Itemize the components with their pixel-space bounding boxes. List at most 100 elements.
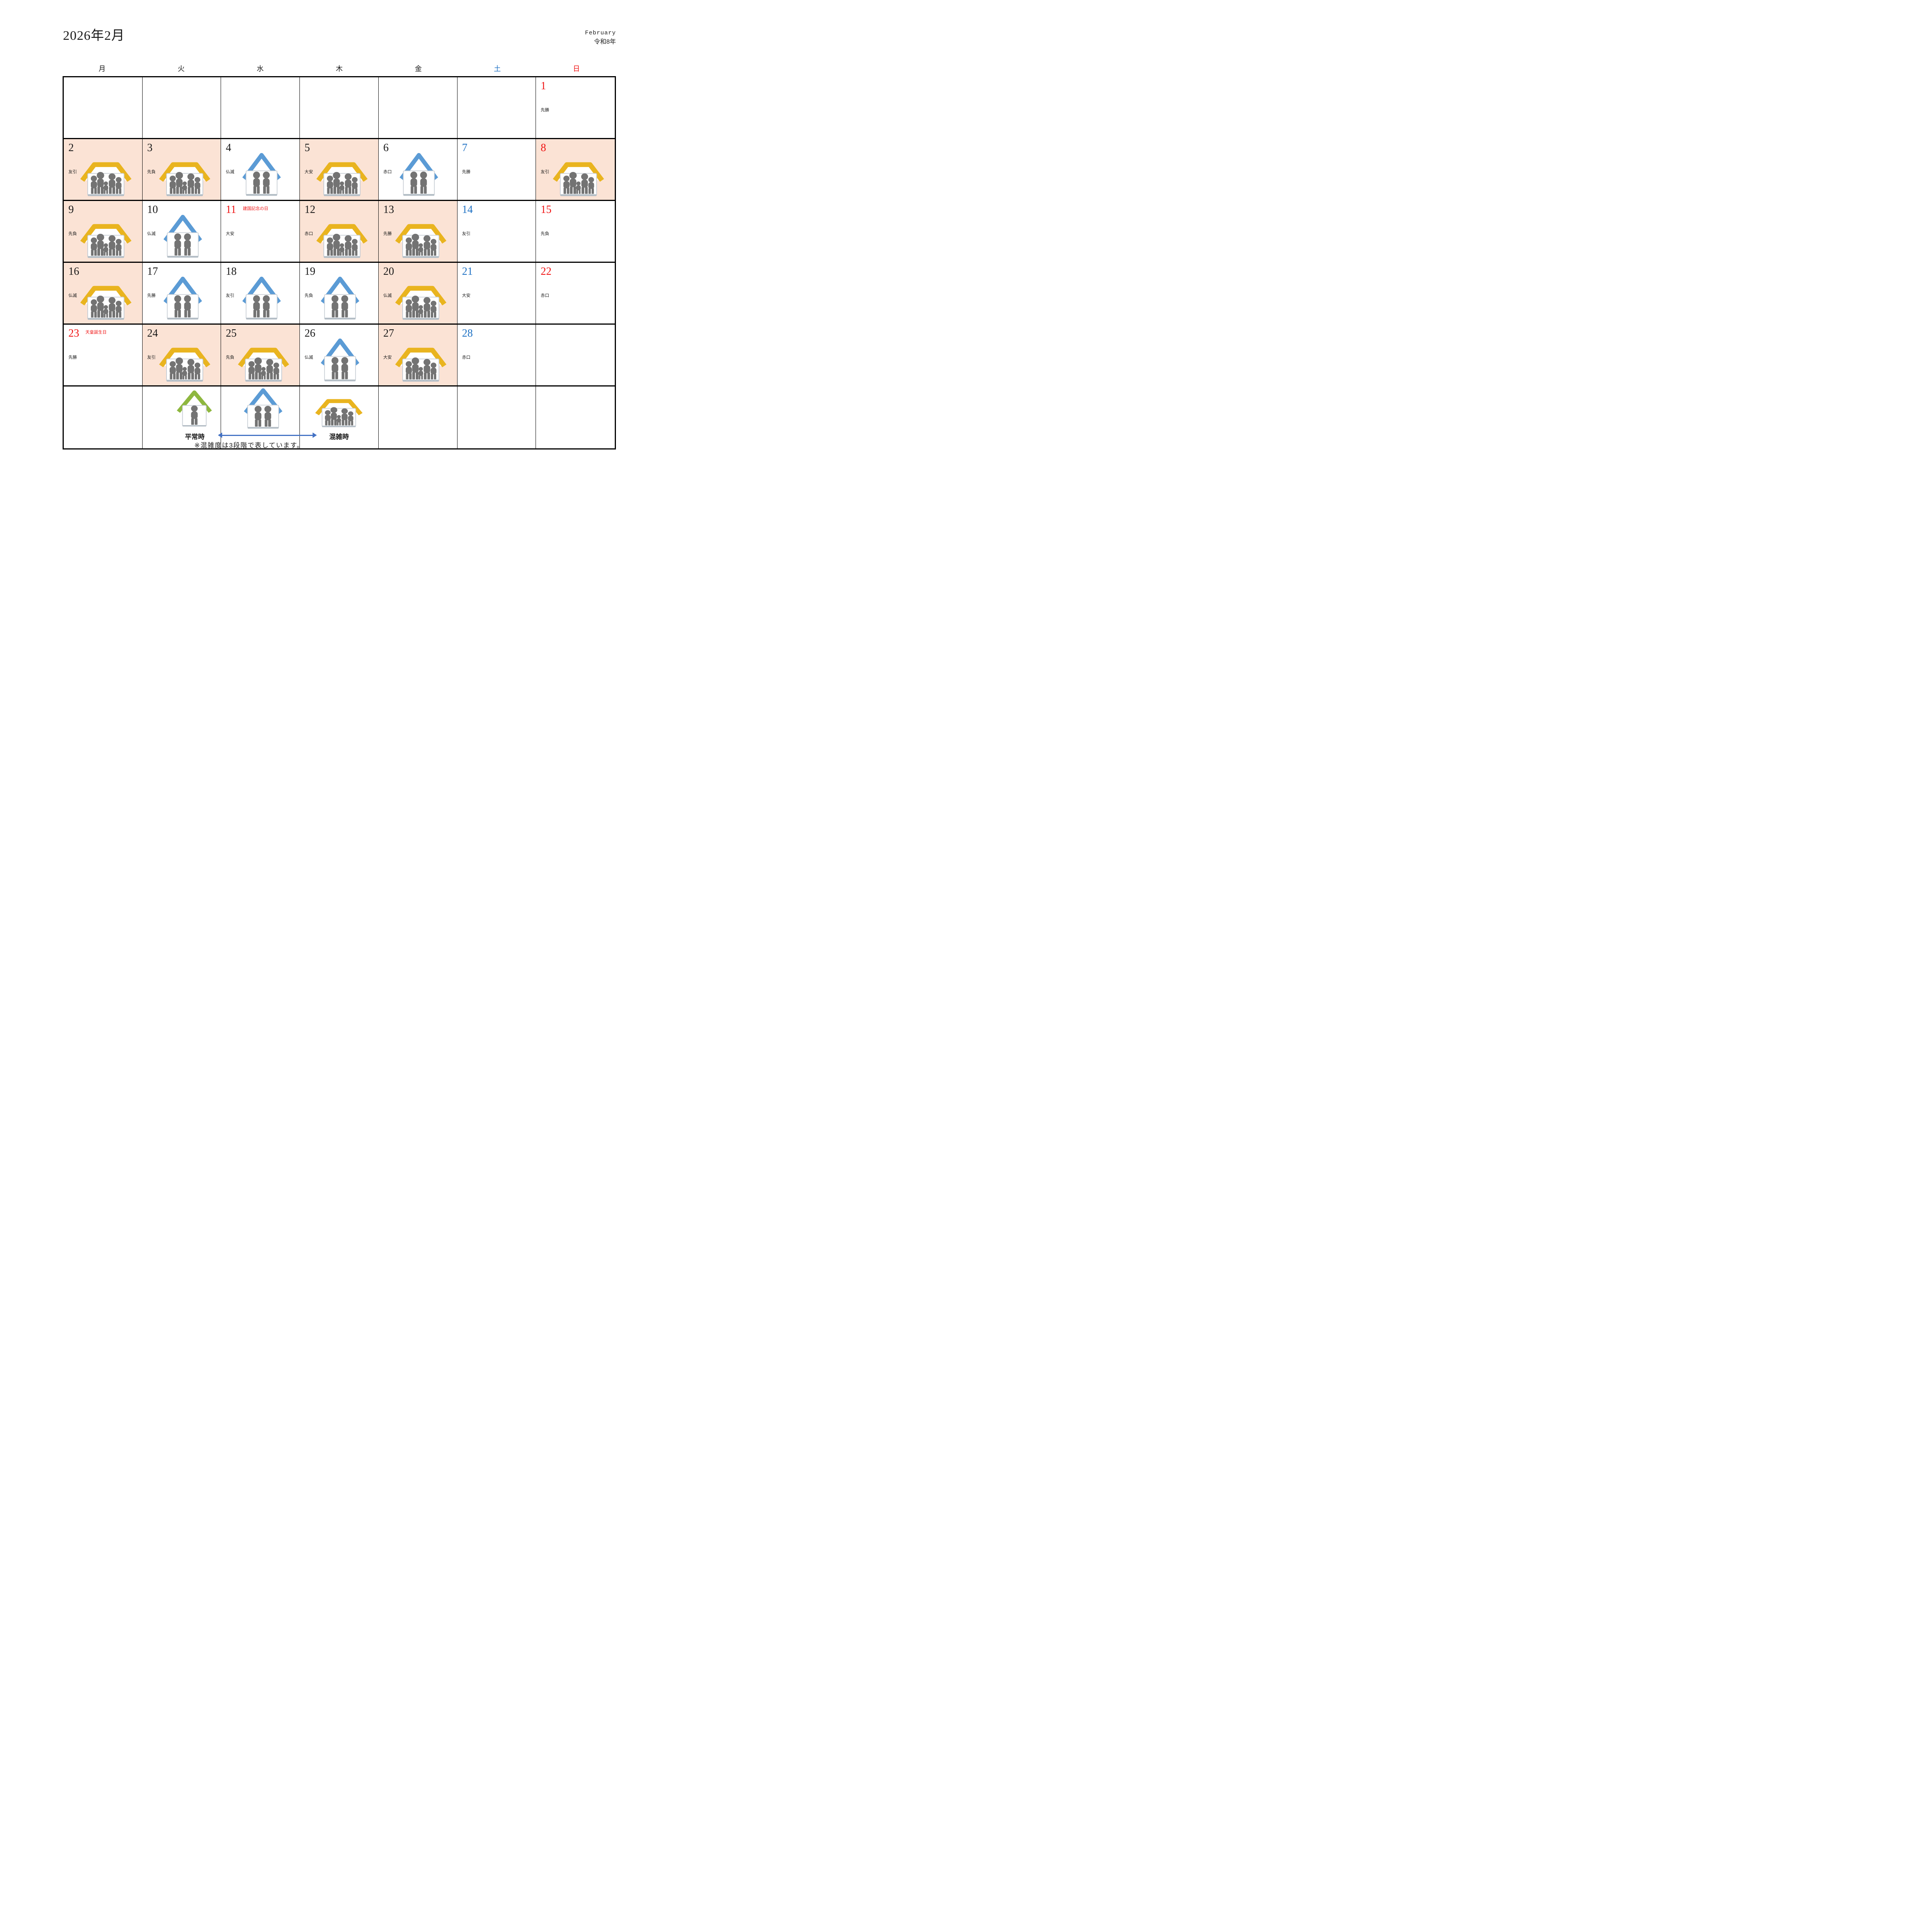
day-number: 26: [304, 327, 316, 339]
legend-cell-1: 平常時: [143, 386, 221, 448]
rokuyo-label: 先勝: [541, 108, 549, 112]
day-number: 8: [541, 142, 546, 154]
day-cell-3: 3 先負: [142, 139, 221, 201]
rokuyo-label: 仏滅: [304, 355, 313, 360]
legend-cell-0: [64, 386, 143, 448]
two-person-house-icon: [243, 388, 282, 429]
empty-cell: [221, 77, 300, 139]
day-cell-19: 19 先負: [300, 263, 379, 325]
crowded-house-icon: [315, 399, 363, 427]
two-person-house-icon: [163, 215, 202, 258]
day-number: 6: [383, 142, 389, 154]
day-number: 11: [226, 204, 236, 216]
rokuyo-label: 赤口: [304, 232, 313, 236]
day-number: 28: [462, 327, 473, 339]
rokuyo-label: 赤口: [541, 293, 549, 298]
day-cell-5: 5 大安: [300, 139, 379, 201]
arrow-left-head-icon: [218, 432, 222, 438]
day-cell-4: 4 仏滅: [221, 139, 300, 201]
rokuyo-label: 先勝: [147, 293, 156, 298]
empty-cell: [64, 77, 143, 139]
rokuyo-label: 大安: [304, 170, 313, 174]
day-number: 3: [147, 142, 153, 154]
calendar-page: 2026年2月 February 令和8年 月 火 水 木 金 土 日 1 先勝 2 友引 3 先負…: [0, 0, 678, 479]
day-number: 18: [226, 266, 237, 278]
legend-normal-label: 平常時: [185, 433, 205, 441]
rokuyo-label: 先勝: [383, 232, 392, 236]
day-cell-26: 26 仏滅: [300, 325, 379, 386]
calendar-grid: 1 先勝 2 友引 3 先負 4 仏滅 5 大安 6 赤口 7 先勝 8 友引 9 先負: [63, 76, 616, 449]
weekday-header-0: 月: [99, 65, 106, 73]
crowded-house-icon: [316, 224, 368, 258]
day-number: 15: [541, 204, 552, 216]
two-person-house-icon: [321, 338, 360, 381]
crowded-house-icon: [238, 347, 289, 382]
day-number: 16: [68, 266, 79, 278]
legend-note-text: ※混雑度は3段階で表しています。: [194, 442, 304, 449]
day-cell-28: 28 赤口: [457, 325, 536, 386]
weekday-header-2: 水: [257, 65, 264, 73]
day-number: 5: [304, 142, 310, 154]
day-cell-12: 12 赤口: [300, 201, 379, 263]
day-cell-27: 27 大安: [378, 325, 457, 386]
legend-cell-4: [379, 386, 457, 448]
day-cell-22: 22 赤口: [536, 263, 615, 325]
rokuyo-label: 大安: [383, 355, 392, 360]
legend-cell-6: [536, 386, 615, 448]
single-person-house-icon: [177, 390, 212, 427]
header-right-block: February 令和8年: [585, 29, 616, 47]
day-number: 27: [383, 327, 394, 339]
rokuyo-label: 仏滅: [147, 232, 156, 236]
day-number: 19: [304, 266, 316, 278]
rokuyo-label: 大安: [462, 293, 471, 298]
rokuyo-label: 先負: [147, 170, 156, 174]
empty-cell: [300, 77, 379, 139]
empty-cell: [457, 77, 536, 139]
day-number: 7: [462, 142, 468, 154]
crowded-house-icon: [395, 347, 447, 382]
day-cell-14: 14 友引: [457, 201, 536, 263]
day-number: 2: [68, 142, 74, 154]
legend-cell-3: 混雑時: [300, 386, 379, 448]
rokuyo-label: 友引: [68, 170, 77, 174]
rokuyo-label: 先負: [226, 355, 235, 360]
day-cell-21: 21 大安: [457, 263, 536, 325]
day-cell-7: 7 先勝: [457, 139, 536, 201]
day-number: 17: [147, 266, 158, 278]
day-cell-2: 2 友引: [64, 139, 143, 201]
rokuyo-label: 赤口: [462, 355, 471, 360]
day-number: 25: [226, 327, 237, 339]
legend-cell-2: [221, 386, 300, 448]
day-number: 4: [226, 142, 231, 154]
day-cell-25: 25 先負: [221, 325, 300, 386]
day-number: 21: [462, 266, 473, 278]
day-cell-9: 9 先負: [64, 201, 143, 263]
day-number: 13: [383, 204, 394, 216]
rokuyo-label: 先負: [541, 232, 549, 236]
day-number: 23: [68, 327, 79, 339]
rokuyo-label: 先勝: [68, 355, 77, 360]
weekday-header-6: 日: [573, 65, 580, 73]
crowded-house-icon: [159, 347, 211, 382]
month-english-label: February: [585, 30, 616, 36]
crowded-house-icon: [80, 162, 132, 196]
weekday-header-3: 木: [335, 65, 343, 73]
day-number: 24: [147, 327, 158, 339]
day-cell-20: 20 仏滅: [378, 263, 457, 325]
day-number: 9: [68, 204, 74, 216]
rokuyo-label: 大安: [226, 232, 235, 236]
era-year-label: 令和8年: [594, 39, 616, 46]
rokuyo-label: 先負: [68, 232, 77, 236]
rokuyo-label: 仏滅: [383, 293, 392, 298]
rokuyo-label: 先勝: [462, 170, 471, 174]
rokuyo-label: 仏滅: [68, 293, 77, 298]
day-cell-13: 13 先勝: [378, 201, 457, 263]
empty-cell: [142, 77, 221, 139]
weekday-header-1: 火: [177, 65, 185, 73]
arrow-right-head-icon: [313, 432, 317, 438]
crowded-house-icon: [80, 286, 132, 320]
two-person-house-icon: [242, 153, 281, 196]
day-cell-10: 10 仏滅: [142, 201, 221, 263]
two-person-house-icon: [321, 276, 360, 320]
day-cell-6: 6 赤口: [378, 139, 457, 201]
